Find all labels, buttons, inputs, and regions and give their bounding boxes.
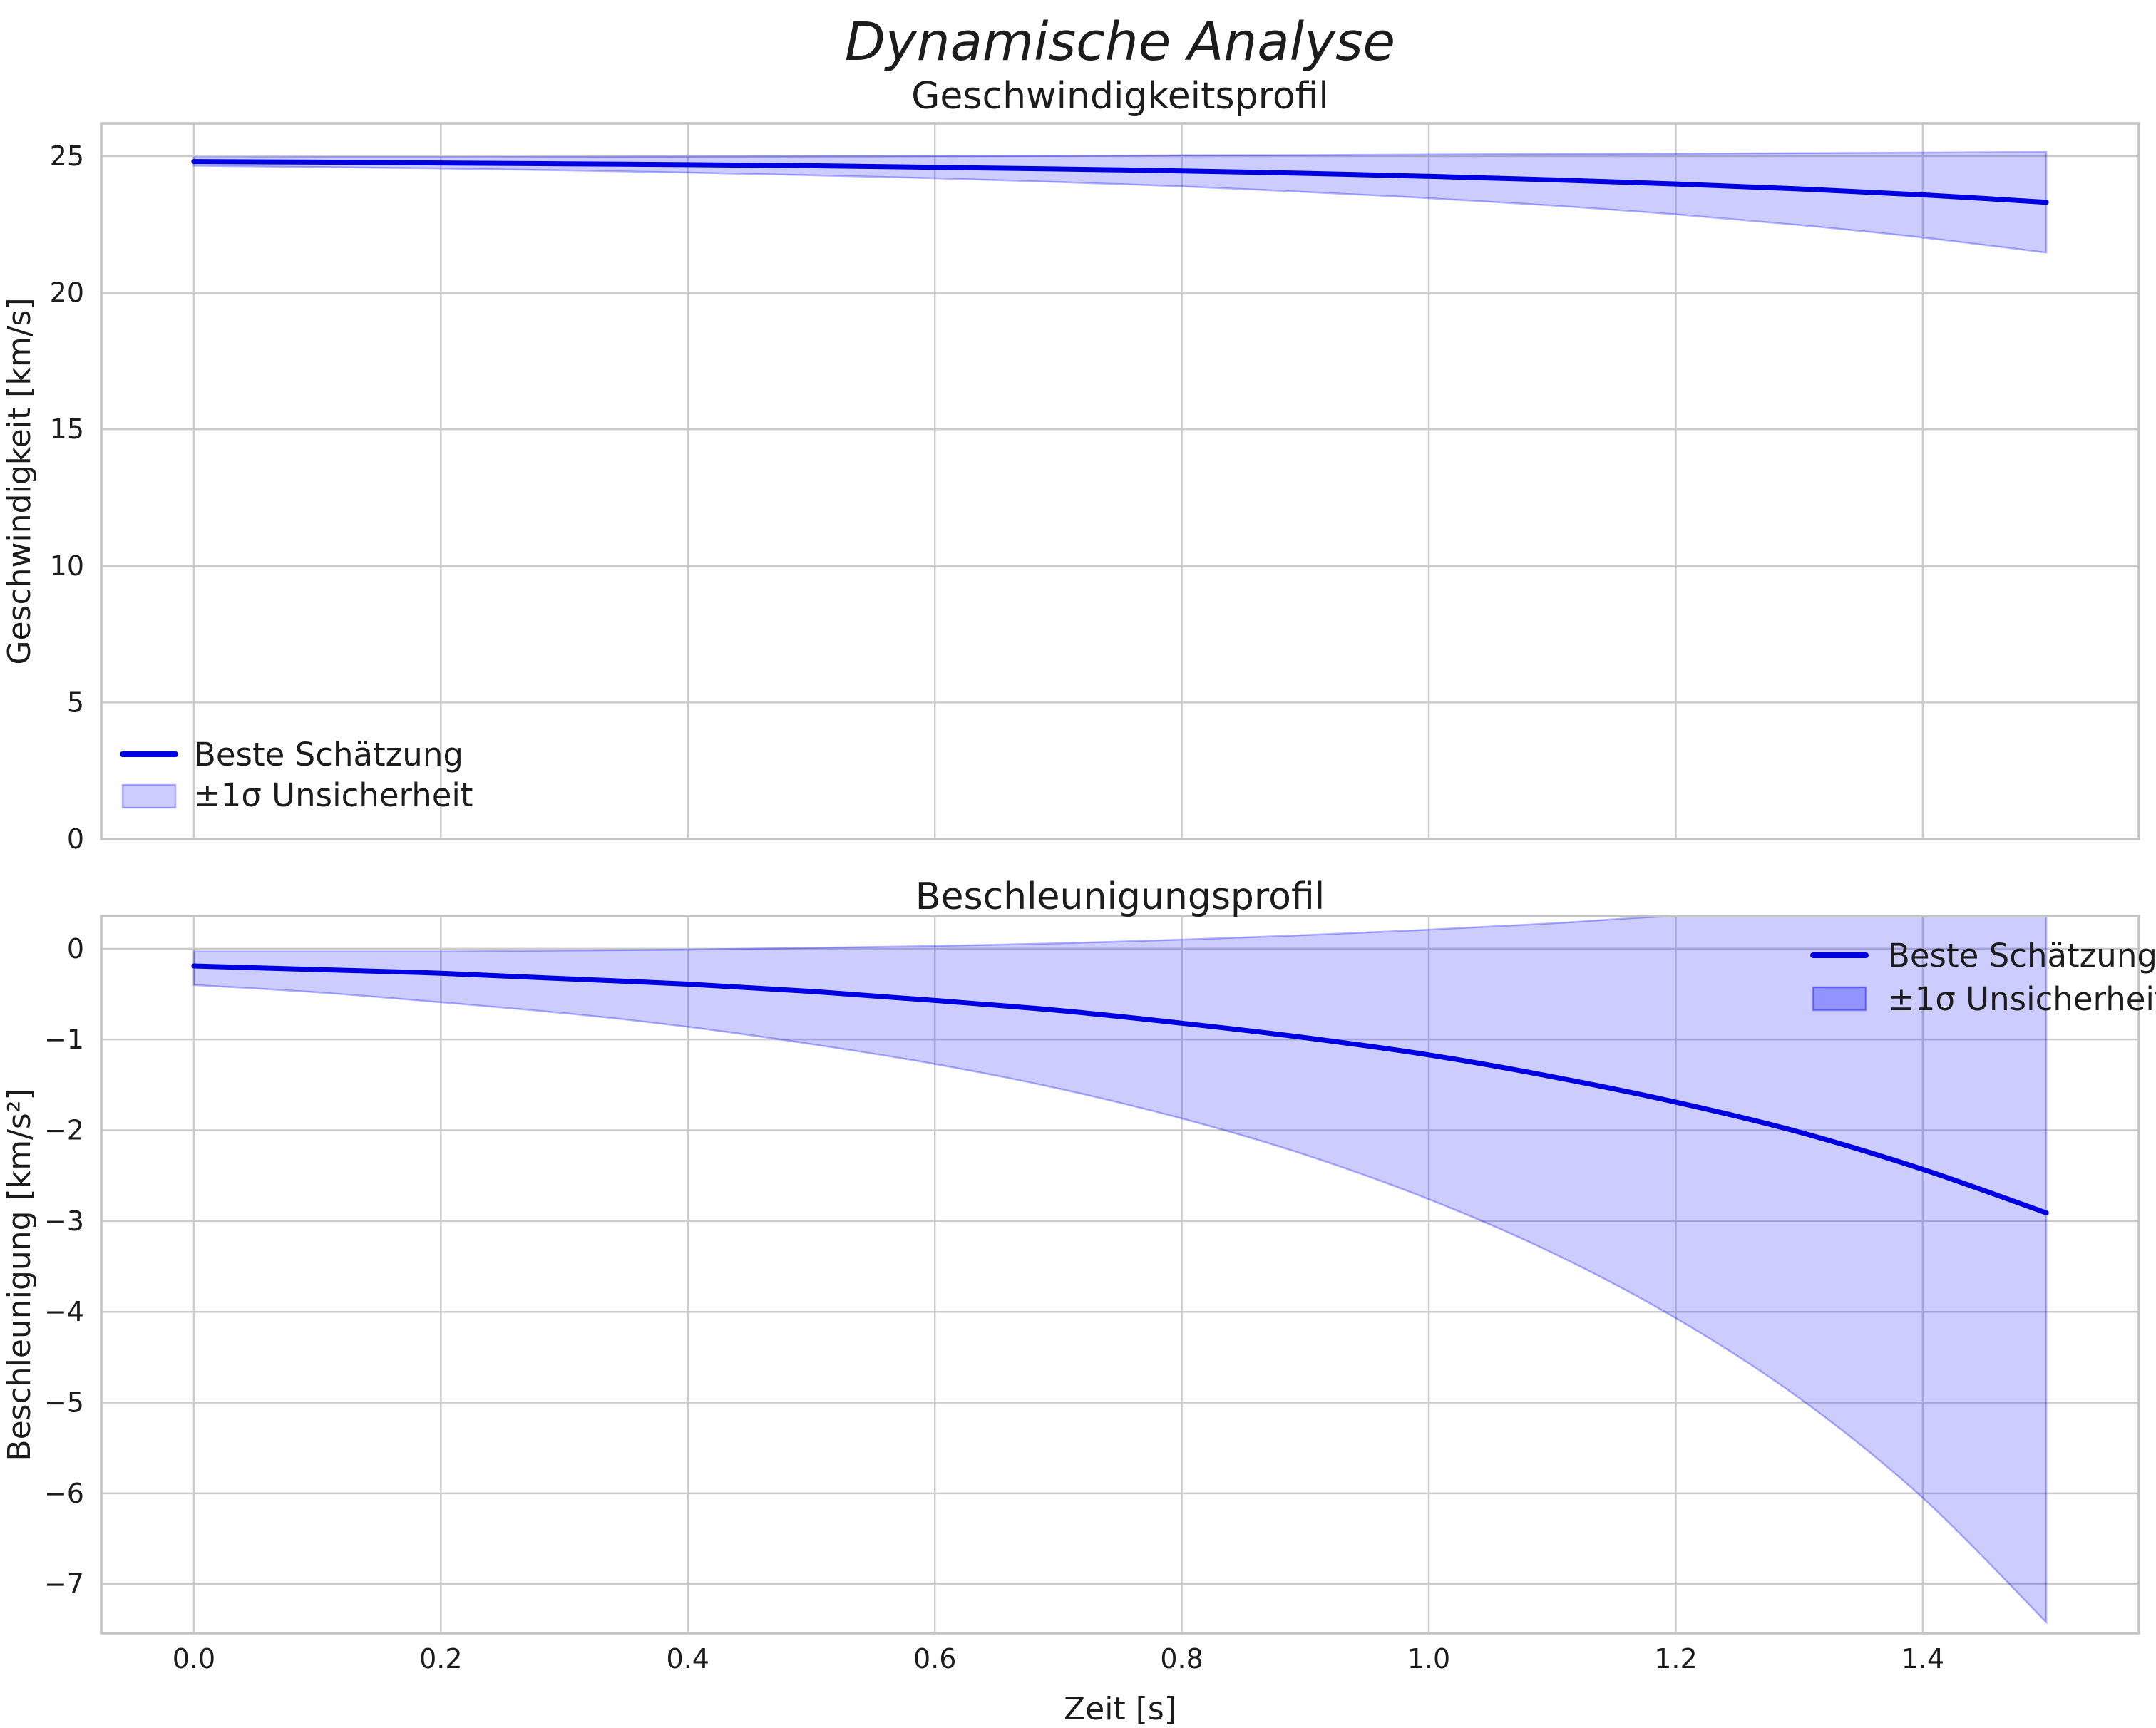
plots-layer: 0 5 10 15 20 25 0 −1 −2 −3 −4 −5 −6 −7 0.0 0.2 0.4 0.6 0.8… — [44, 122, 2140, 1675]
y-tick-label: −7 — [44, 1568, 84, 1600]
axes-spine — [100, 915, 2140, 1635]
x-tick-label: 0.6 — [913, 1643, 956, 1675]
y-tick-label: −3 — [44, 1205, 84, 1237]
y-tick-label: 15 — [50, 413, 84, 445]
legend-label-best-estimate: Beste Schätzung — [1888, 937, 2156, 974]
y-tick-label: −4 — [44, 1296, 84, 1327]
x-tick-label: 1.2 — [1654, 1643, 1697, 1675]
x-tick-label: 0.2 — [419, 1643, 462, 1675]
x-tick-label: 0.4 — [667, 1643, 709, 1675]
legend-label-best-estimate: Beste Schätzung — [194, 736, 463, 773]
legend-band-sample — [121, 783, 177, 809]
y-tick-label: 0 — [67, 823, 84, 855]
x-axis-label: Zeit [s] — [1064, 1691, 1176, 1727]
axes-0: 0 5 10 15 20 25 — [50, 122, 2140, 855]
acceleration-plot-title: Beschleunigungsprofil — [915, 875, 1325, 918]
x-tick-label: 1.0 — [1407, 1643, 1450, 1675]
figure-suptitle: Dynamische Analyse — [845, 11, 1395, 73]
axes-spine — [100, 122, 2140, 840]
y-tick-label: 25 — [50, 140, 84, 172]
y-tick-label: −2 — [44, 1115, 84, 1146]
acceleration-legend: Beste Schätzung ±1σ Unsicherheit — [1810, 937, 2156, 1018]
x-tick-label: 1.4 — [1901, 1643, 1944, 1675]
y-tick-label: −1 — [44, 1024, 84, 1055]
x-tick-label: 0.8 — [1160, 1643, 1203, 1675]
axes-1: 0 −1 −2 −3 −4 −5 −6 −7 0.0 0.2 0.4 0.6 0.8 1.0 1.2 1.4 — [44, 915, 2140, 1675]
x-tick-label: 0.0 — [173, 1643, 215, 1675]
best-estimate-line — [191, 159, 2049, 205]
velocity-legend: Beste Schätzung ±1σ Unsicherheit — [120, 736, 473, 814]
y-tick-label: 20 — [50, 277, 84, 309]
best-estimate-line — [191, 963, 2049, 1215]
y-tick-label: 10 — [50, 550, 84, 582]
y-tick-label: 5 — [67, 686, 84, 718]
uncertainty-band — [192, 916, 2048, 1625]
velocity-y-axis-label: Geschwindigkeit [km/s] — [1, 297, 38, 664]
y-tick-label: −5 — [44, 1387, 84, 1419]
acceleration-y-axis-label: Beschleunigung [km/s²] — [1, 1088, 38, 1461]
legend-label-uncertainty: ±1σ Unsicherheit — [194, 776, 473, 814]
velocity-plot-title: Geschwindigkeitsprofil — [911, 75, 1329, 118]
legend-band-sample — [1812, 986, 1867, 1012]
y-tick-label: −6 — [44, 1478, 84, 1509]
legend-label-uncertainty: ±1σ Unsicherheit — [1888, 980, 2156, 1018]
y-tick-label: 0 — [67, 933, 84, 965]
uncertainty-band — [192, 150, 2048, 254]
